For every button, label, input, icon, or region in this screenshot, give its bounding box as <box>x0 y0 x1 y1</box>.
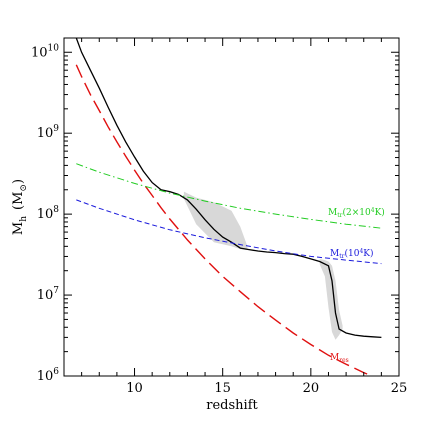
y-tick-label: 107 <box>37 286 60 303</box>
x-axis-ticks: 10 15 20 25 <box>63 38 408 396</box>
label-mtr-2e4k-sup: 4 <box>371 207 375 214</box>
y-tick-label: 106 <box>37 367 60 384</box>
x-tick-label: 10 <box>126 381 143 396</box>
y-axis-label-main: M <box>11 222 26 235</box>
label-mtr-2e4k-end: K) <box>375 207 385 218</box>
label-mtr-1e4k-rest: (10 <box>345 248 360 259</box>
series-line-mres <box>75 64 375 376</box>
scatter-bands <box>183 191 343 340</box>
y-tick-label-exponent: 10 <box>48 43 60 53</box>
y-tick-label: 108 <box>37 205 60 222</box>
y-tick-label-base: 10 <box>37 207 54 222</box>
series-lines <box>75 38 382 376</box>
label-mtr-2e4k: Mtr(2×104K) <box>328 207 385 219</box>
y-tick-label: 109 <box>37 124 60 141</box>
y-tick-label-exponent: 9 <box>53 124 59 134</box>
y-tick-label-base: 10 <box>37 369 54 384</box>
y-tick-label-base: 10 <box>37 288 54 303</box>
x-axis-label: redshift <box>206 398 258 413</box>
plot-frame <box>63 37 400 377</box>
y-axis-label-unit-open: (M <box>11 192 26 210</box>
label-mtr-1e4k-end: K) <box>363 248 373 259</box>
y-tick-label-base: 10 <box>31 45 48 60</box>
series-line-mtr1 <box>76 199 382 265</box>
label-mres-main: M <box>330 353 339 363</box>
y-axis-label-unit-sun: ⊙ <box>19 184 29 192</box>
x-tick-label: 25 <box>391 381 408 396</box>
label-mtr-2e4k-main: M <box>328 208 337 218</box>
label-mres: Mres <box>330 353 349 364</box>
label-mtr-1e4k: Mtr(104K) <box>330 248 374 260</box>
label-mtr-1e4k-main: M <box>330 249 339 259</box>
mvir-scatter-1-band <box>183 191 248 250</box>
x-tick-label: 15 <box>214 381 231 396</box>
y-tick-label-exponent: 6 <box>53 367 59 377</box>
y-tick-label-exponent: 7 <box>53 286 59 296</box>
label-mtr-2e4k-rest: (2×10 <box>343 207 372 218</box>
label-mtr-1e4k-sub: tr <box>339 253 344 260</box>
y-tick-label-exponent: 8 <box>53 205 59 215</box>
y-tick-label: 1010 <box>31 43 59 60</box>
y-axis-label-unit-close: ) <box>11 179 26 184</box>
label-mtr-1e4k-sup: 4 <box>359 248 363 255</box>
y-tick-label-base: 10 <box>37 126 54 141</box>
series-line-mvir <box>75 38 382 339</box>
label-mtr-2e4k-sub: tr <box>337 212 342 219</box>
y-axis-label-sub: h <box>19 216 29 222</box>
label-mres-sub: res <box>339 357 349 364</box>
x-tick-label: 20 <box>303 381 320 396</box>
y-axis-label: Mh (M⊙) <box>11 179 29 235</box>
